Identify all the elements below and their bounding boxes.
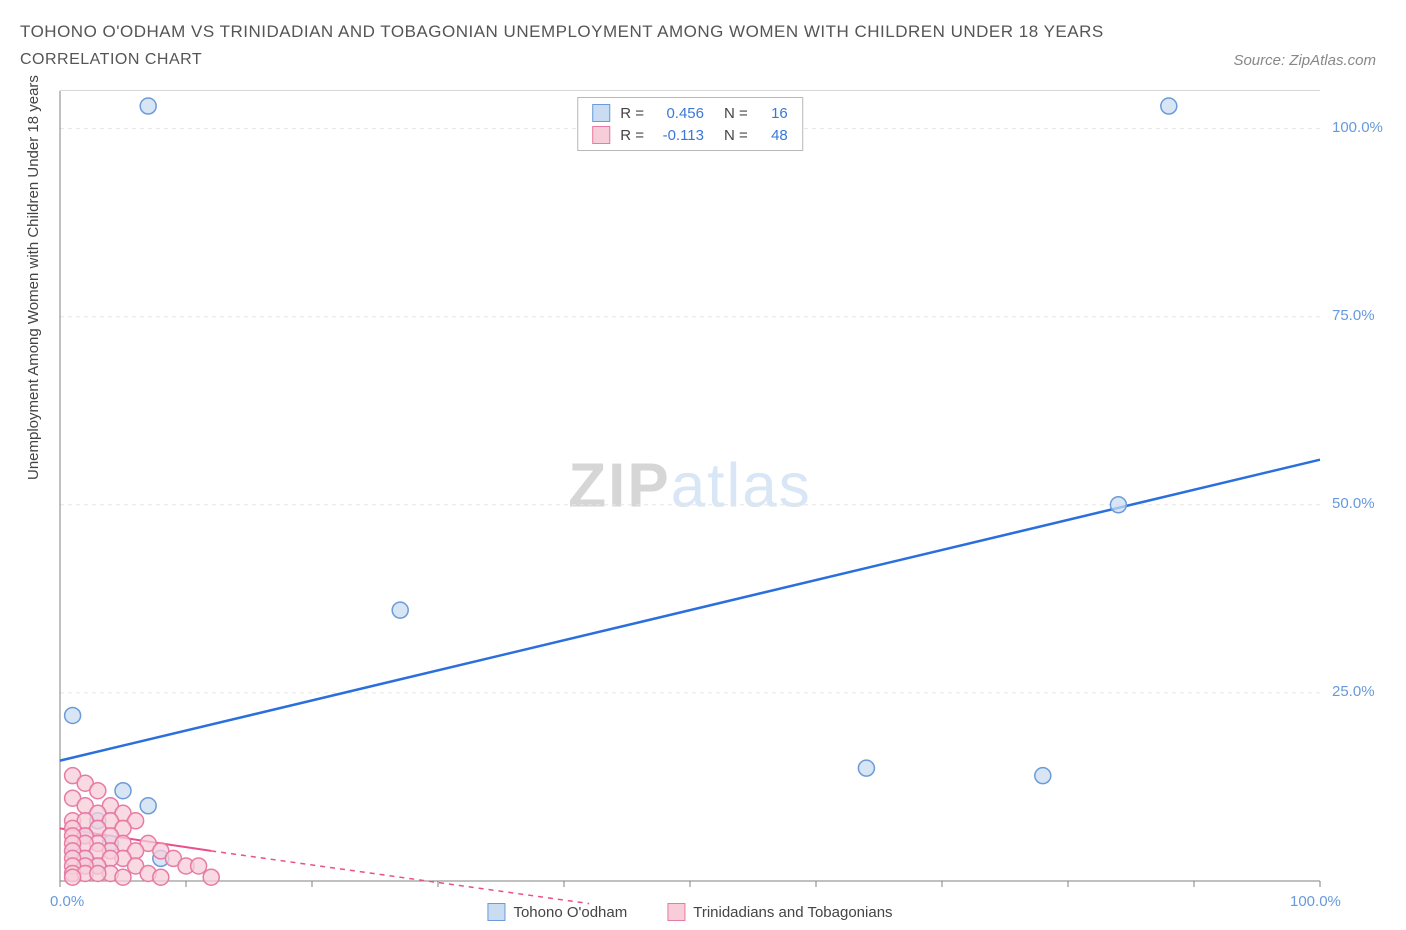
y-tick-label: 50.0% bbox=[1332, 495, 1375, 512]
legend-r-value: -0.113 bbox=[654, 127, 704, 144]
legend-swatch bbox=[667, 903, 685, 921]
title-area: TOHONO O'ODHAM VS TRINIDADIAN AND TOBAGO… bbox=[20, 18, 1386, 69]
plot-area: ZIPatlas R =0.456N =16R =-0.113N =48 Toh… bbox=[60, 90, 1320, 881]
legend-series-label: Trinidadians and Tobagonians bbox=[693, 904, 892, 921]
legend-r-label: R = bbox=[620, 127, 644, 144]
legend-r-value: 0.456 bbox=[654, 105, 704, 122]
legend-series: Tohono O'odham Trinidadians and Tobagonia… bbox=[487, 903, 892, 921]
y-tick-label: 25.0% bbox=[1332, 683, 1375, 700]
legend-n-label: N = bbox=[724, 127, 748, 144]
legend-stat-row: R = -0.113 N = 48 bbox=[592, 124, 788, 146]
legend-n-value: 48 bbox=[758, 127, 788, 144]
legend-stats: R = 0.456 N = 16 R = -0.113 N = 48 bbox=[577, 97, 803, 151]
x-tick-label: 100.0% bbox=[1290, 893, 1341, 910]
source-attribution: Source: ZipAtlas.com bbox=[1233, 52, 1376, 69]
y-tick-label: 75.0% bbox=[1332, 307, 1375, 324]
legend-n-label: N = bbox=[724, 105, 748, 122]
legend-r-label: R = bbox=[620, 105, 644, 122]
legend-n-value: 16 bbox=[758, 105, 788, 122]
legend-swatch bbox=[592, 126, 610, 144]
chart-svg bbox=[60, 91, 1320, 881]
chart-title-line1: TOHONO O'ODHAM VS TRINIDADIAN AND TOBAGO… bbox=[20, 18, 1386, 45]
y-tick-label: 100.0% bbox=[1332, 119, 1383, 136]
legend-swatch bbox=[487, 903, 505, 921]
legend-series-label: Tohono O'odham bbox=[513, 904, 627, 921]
legend-series-item: Trinidadians and Tobagonians bbox=[667, 903, 892, 921]
legend-stat-row: R = 0.456 N = 16 bbox=[592, 102, 788, 124]
y-axis-label: Unemployment Among Women with Children U… bbox=[25, 75, 42, 480]
legend-swatch bbox=[592, 104, 610, 122]
x-tick-label: 0.0% bbox=[50, 893, 84, 910]
chart-title-line2: CORRELATION CHART bbox=[20, 51, 1386, 69]
legend-series-item: Tohono O'odham bbox=[487, 903, 627, 921]
